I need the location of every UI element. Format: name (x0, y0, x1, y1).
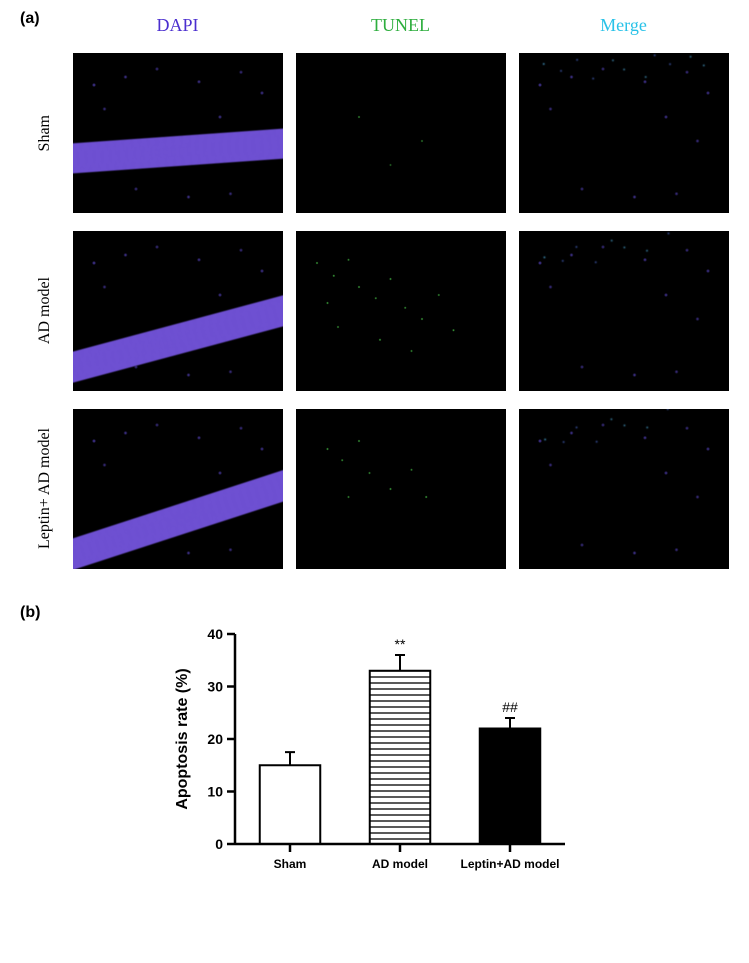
svg-text:20: 20 (207, 731, 223, 747)
micrograph-sham-tunel (296, 53, 506, 213)
svg-text:Sham: Sham (273, 857, 306, 871)
micrograph-sham-merge (519, 53, 729, 213)
panel-a-label: (a) (20, 10, 40, 28)
panel-b-label: (b) (20, 604, 40, 622)
svg-text:**: ** (394, 636, 405, 652)
svg-text:30: 30 (207, 679, 223, 695)
micrograph-ad-dapi (73, 231, 283, 391)
svg-text:Leptin+AD model: Leptin+AD model (460, 857, 559, 871)
svg-text:AD model: AD model (371, 857, 427, 871)
svg-text:0: 0 (215, 836, 223, 852)
row-label-ad: AD model (36, 277, 54, 344)
micrograph-leptin-tunel (296, 409, 506, 569)
col-header-dapi: DAPI (156, 15, 198, 36)
micrograph-leptin-merge (519, 409, 729, 569)
chart-wrap: 0 10 20 30 40 Sham ** AD model ## Leptin+AD model… (20, 614, 729, 894)
row-label-sham: Sham (36, 115, 54, 151)
micrograph-leptin-dapi (73, 409, 283, 569)
svg-text:10: 10 (207, 784, 223, 800)
micrograph-sham-dapi (73, 53, 283, 213)
row-label-leptin: Leptin+ AD model (36, 428, 54, 549)
svg-text:##: ## (502, 699, 518, 715)
panel-b: (b) 010203040Sham**AD model##Leptin+AD m… (20, 614, 729, 894)
micrograph-grid: DAPI TUNEL Merge Sham AD model Leptin+ A… (30, 10, 729, 574)
panel-a: (a) DAPI TUNEL Merge Sham AD model Lepti… (20, 10, 729, 574)
micrograph-ad-tunel (296, 231, 506, 391)
col-header-merge: Merge (600, 15, 647, 36)
col-header-tunel: TUNEL (371, 15, 430, 36)
micrograph-ad-merge (519, 231, 729, 391)
figure: (a) DAPI TUNEL Merge Sham AD model Lepti… (0, 0, 749, 904)
svg-text:Apoptosis rate (%): Apoptosis rate (%) (174, 668, 191, 809)
svg-text:40: 40 (207, 626, 223, 642)
apoptosis-bar-chart: 0 10 20 30 40 Sham ** AD model ## Leptin+AD model… (165, 614, 585, 894)
